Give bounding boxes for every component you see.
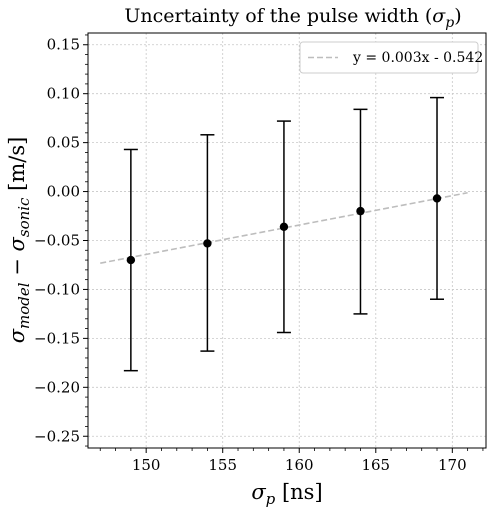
y-tick-label: −0.20 [34, 378, 80, 396]
title-symbol: σ [432, 5, 446, 27]
y-tick-label: 0.05 [47, 134, 80, 152]
fit-line-layer [100, 191, 468, 264]
y-axis-label: σmodel − σsonic [m/s] [5, 137, 33, 344]
y-tick-label: −0.15 [34, 329, 80, 347]
data-point [279, 222, 289, 231]
x-axis-unit: [ns] [275, 480, 322, 504]
data-point [126, 255, 136, 265]
grid [88, 33, 486, 448]
data-point [432, 194, 442, 203]
y-axis-subscript-2: sonic [15, 197, 33, 237]
x-tick-label: 160 [285, 456, 314, 474]
x-axis-label: σp [ns] [251, 480, 322, 508]
legend: y = 0.003x - 0.542 [299, 41, 483, 74]
y-axis-symbol-1: σ [5, 328, 29, 343]
x-axis-subscript: p [266, 490, 276, 508]
ticks-layer: 150 155 160 165 170 −0.25 −0.20 −0.15 −0.10 −0.05… [34, 34, 484, 474]
title-close: ) [454, 5, 461, 27]
y-tick-label: 0.00 [47, 183, 80, 201]
data-point [356, 206, 365, 216]
y-tick-label: −0.10 [34, 280, 80, 298]
x-tick-label: 150 [132, 456, 161, 474]
plot-frame [87, 32, 487, 449]
y-tick-label: 0.10 [47, 85, 80, 103]
y-axis-symbol-2: σ [5, 236, 29, 251]
data-points-layer [123, 96, 445, 372]
y-axis-subscript-1: model [15, 282, 33, 329]
x-tick-label: 165 [361, 456, 390, 474]
y-tick-label: −0.25 [34, 427, 80, 445]
y-tick-label: −0.05 [34, 232, 80, 250]
legend-box [299, 41, 479, 74]
x-axis-symbol: σ [251, 480, 266, 504]
title-main: Uncertainty of the pulse width ( [124, 5, 432, 27]
title-subscript: p [445, 15, 454, 31]
legend-label: y = 0.003x - 0.542 [352, 50, 483, 66]
y-tick-label: 0.15 [47, 36, 80, 54]
x-tick-label: 170 [438, 456, 467, 474]
fit-line [100, 191, 468, 264]
y-axis-unit: [m/s] [5, 137, 29, 198]
y-axis-operator: − [5, 251, 29, 282]
data-point [203, 239, 212, 248]
chart-title: Uncertainty of the pulse width (σp) [124, 5, 461, 31]
x-tick-label: 155 [208, 456, 237, 474]
